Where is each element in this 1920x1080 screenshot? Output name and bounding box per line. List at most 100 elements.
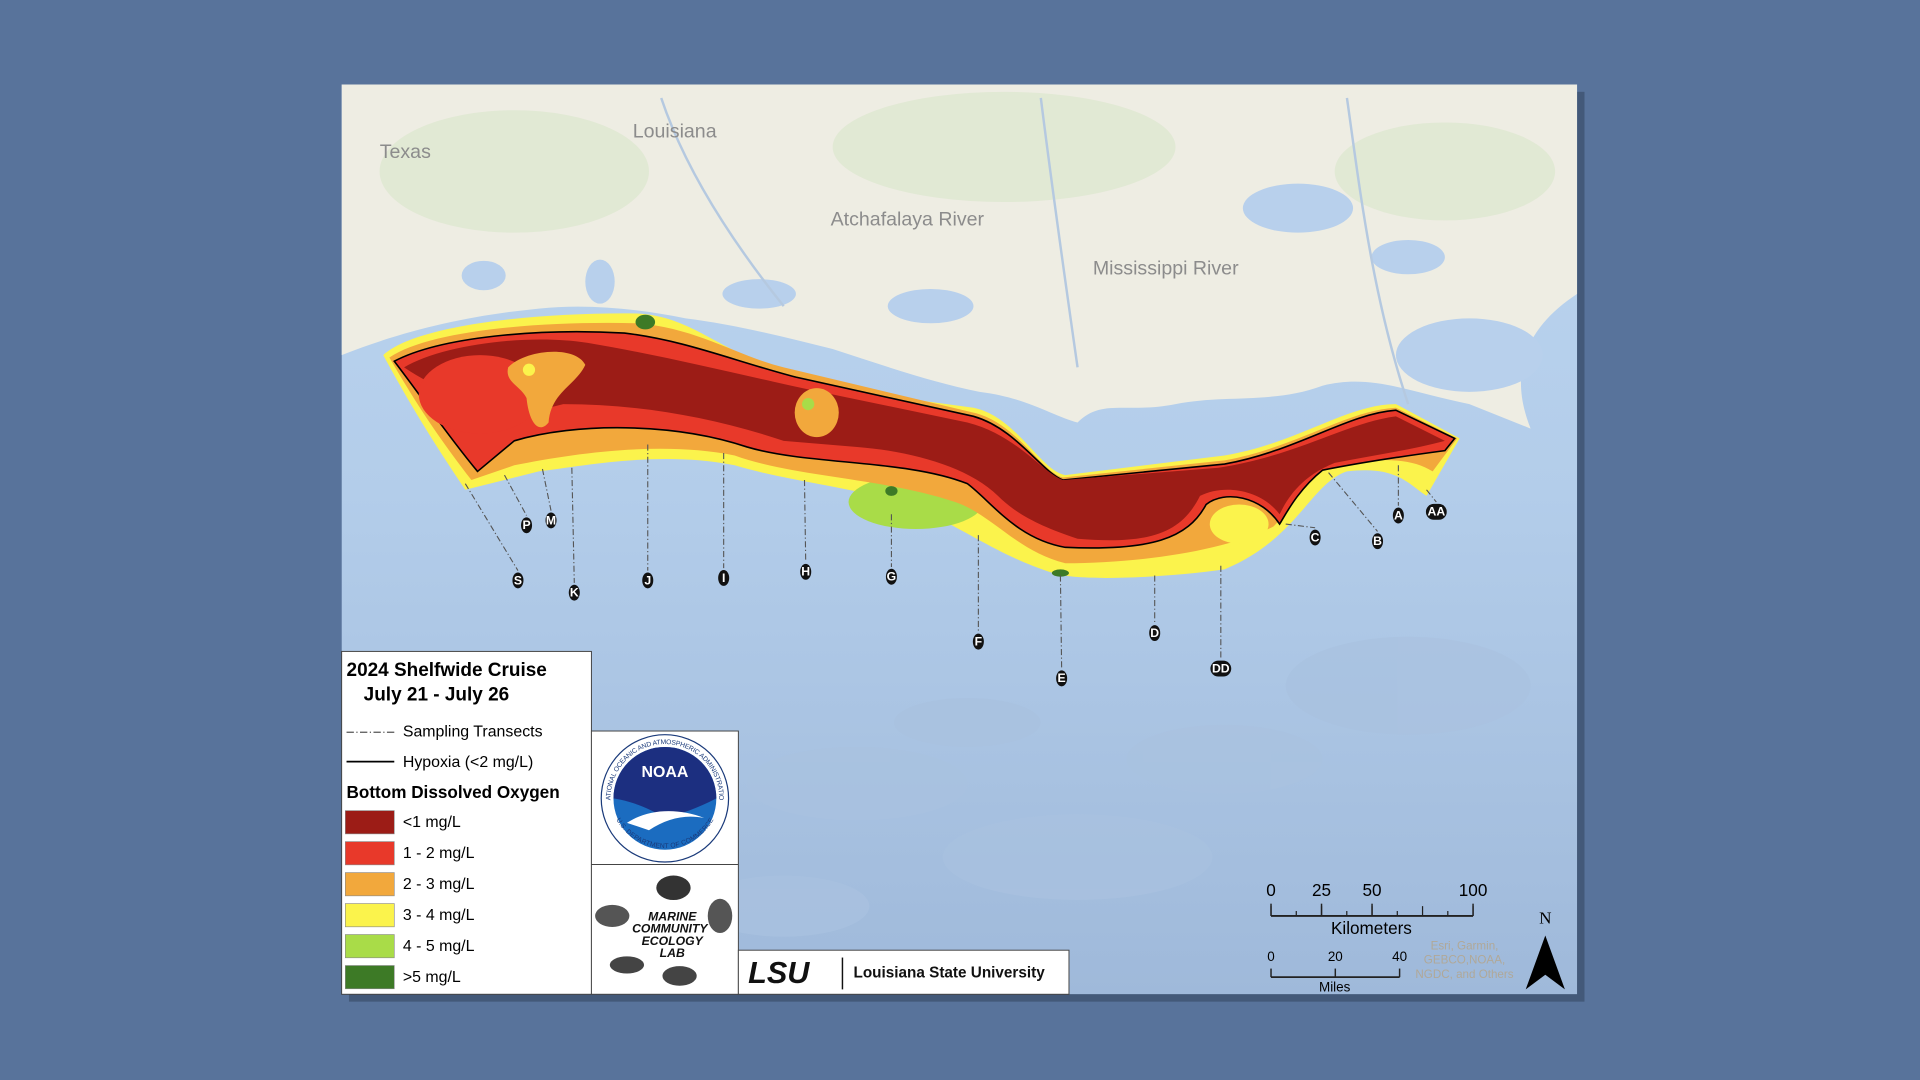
transect-badge — [1309, 529, 1321, 546]
scale-tick-label: 100 — [1459, 880, 1488, 900]
transect-badge — [1149, 625, 1161, 642]
zone-3-4 — [522, 363, 536, 376]
zone-4-5 — [802, 397, 815, 411]
transect-line — [803, 479, 807, 563]
transect-badge — [568, 584, 580, 601]
marsh — [1395, 318, 1543, 392]
transect-label: M — [546, 513, 556, 527]
transect-badge — [800, 563, 812, 580]
lake — [887, 288, 974, 324]
legend-class-label: 3 - 4 mg/L — [403, 907, 475, 924]
scale-tick-label: 0 — [1266, 880, 1276, 900]
relief — [942, 814, 1213, 900]
place-label: Atchafalaya River — [831, 209, 985, 231]
place-label: Texas — [380, 141, 431, 163]
lake — [1242, 183, 1354, 233]
transect-label: E — [1058, 671, 1066, 685]
relief — [697, 875, 870, 937]
transect-label: J — [644, 573, 651, 587]
place-labels: Texas Louisiana Atchafalaya River Mississip… — [380, 120, 1239, 279]
transect-line — [571, 467, 575, 583]
transect-line — [504, 474, 528, 516]
lsu-name: Louisiana State University — [853, 965, 1045, 982]
scale-tick-label: 25 — [1312, 880, 1331, 900]
legend-swatch — [345, 934, 395, 959]
rivers — [660, 97, 1410, 405]
lake — [585, 259, 615, 304]
transect-line — [464, 483, 519, 571]
transect-badge — [1425, 503, 1447, 520]
noaa-text: NOAA — [641, 764, 688, 781]
crab-icon — [662, 966, 697, 986]
zone-gt5 — [1051, 569, 1069, 577]
fish-icon — [656, 875, 691, 900]
transect-line — [541, 468, 552, 511]
transect-label: K — [570, 585, 579, 599]
north-arrow-shape — [1525, 935, 1565, 990]
transect-badge — [512, 572, 524, 589]
forest — [1334, 122, 1556, 221]
north-arrow: N — [1525, 909, 1565, 990]
zone-gt5 — [885, 486, 898, 496]
credits: NGDC, and Others — [1415, 968, 1513, 981]
transect-label: H — [801, 565, 810, 579]
transect-label: A — [1394, 508, 1403, 522]
vegetation — [379, 91, 1556, 233]
fish-icon — [707, 898, 733, 934]
lsu-box — [737, 949, 1070, 995]
lakes — [461, 183, 1543, 392]
zone-lt1 — [404, 339, 1445, 541]
scale-tick-label: 20 — [1328, 949, 1343, 964]
legend-class-label: 2 - 3 mg/L — [403, 876, 475, 893]
forest — [379, 110, 649, 233]
transect-badge — [1056, 670, 1068, 687]
lab-text: ECOLOGY — [642, 934, 705, 948]
transect-badge — [718, 570, 730, 586]
legend-line-label: Sampling Transects — [403, 723, 543, 740]
transect-label: B — [1373, 534, 1382, 548]
relief — [1126, 724, 1323, 794]
legend-swatch — [345, 903, 395, 928]
lake — [1371, 240, 1445, 275]
scale-bar: 0 25 50 100 Kilometers 0 20 40 Miles Esri, Garmin… — [1266, 880, 1514, 995]
transect-label: AA — [1427, 505, 1445, 519]
credits: Esri, Garmin, — [1431, 940, 1499, 953]
legend-class-label: >5 mg/L — [403, 969, 461, 986]
scale-unit-label: Kilometers — [1331, 918, 1412, 938]
lab-text: COMMUNITY — [632, 922, 709, 936]
north-label: N — [1539, 909, 1551, 928]
transect-badge — [1392, 507, 1404, 524]
seafloor-relief — [697, 636, 1531, 937]
transect-label: D — [1150, 626, 1159, 640]
legend-class-label: 1 - 2 mg/L — [403, 845, 475, 862]
land — [341, 84, 1578, 429]
place-label: Mississippi River — [1093, 258, 1239, 280]
transect-badge — [1210, 660, 1232, 677]
legend-class-label: 4 - 5 mg/L — [403, 938, 475, 955]
lab-text: MARINE — [648, 909, 697, 923]
transect-badge — [885, 568, 897, 585]
noaa-sky — [613, 746, 717, 818]
transect-label: C — [1311, 530, 1320, 544]
legend: 2024 Shelfwide Cruise July 21 - July 26 … — [345, 660, 560, 990]
transect-badge — [545, 512, 557, 529]
transect-label: DD — [1212, 661, 1230, 675]
transect-badge — [972, 633, 984, 650]
lake — [722, 279, 796, 309]
transect-badge — [642, 572, 654, 589]
relief — [1285, 636, 1531, 735]
transect-badge — [521, 517, 533, 534]
zone-3-4 — [1209, 504, 1269, 544]
lab-text: LAB — [660, 946, 685, 960]
lsu-mark: LSU — [748, 956, 810, 990]
legend-swatch — [345, 965, 395, 990]
transect-label: F — [975, 634, 983, 648]
shrimp-icon — [609, 956, 645, 974]
scale-tick-label: 0 — [1267, 949, 1274, 964]
zone-gt5 — [635, 314, 656, 330]
zone-2-3 — [794, 388, 839, 438]
forest — [832, 91, 1176, 203]
